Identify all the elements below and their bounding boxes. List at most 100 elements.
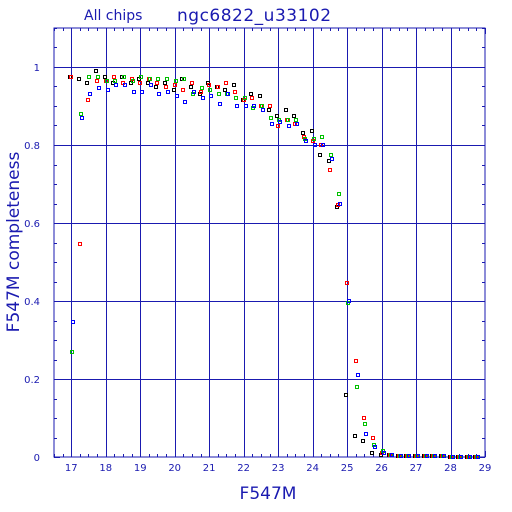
data-point <box>347 299 351 303</box>
field-id-label: ngc6822_u33102 <box>177 6 332 26</box>
x-tick-label: 23 <box>272 463 285 474</box>
data-point <box>451 455 455 459</box>
minor-ticks <box>54 28 486 458</box>
data-point <box>292 114 296 118</box>
data-point <box>301 131 305 135</box>
data-point <box>85 81 89 85</box>
data-point <box>353 434 357 438</box>
data-points <box>68 69 480 459</box>
data-point <box>287 124 291 128</box>
data-point <box>382 451 386 455</box>
data-point <box>105 79 109 83</box>
data-point <box>106 88 110 92</box>
x-tick-labels: 17 18 19 20 21 22 23 24 25 26 27 28 29 <box>65 463 491 474</box>
x-tick-label: 21 <box>203 463 216 474</box>
data-point <box>276 124 280 128</box>
data-point <box>86 98 90 102</box>
x-tick-label: 27 <box>410 463 423 474</box>
x-tick-label: 25 <box>341 463 354 474</box>
data-point <box>223 88 227 92</box>
data-point <box>249 92 253 96</box>
data-point <box>79 112 83 116</box>
data-point <box>140 90 144 94</box>
data-point <box>260 104 264 108</box>
series-3 <box>71 83 480 459</box>
data-point <box>354 359 358 363</box>
data-point <box>97 86 101 90</box>
data-point <box>329 153 333 157</box>
data-point <box>200 86 204 90</box>
data-point <box>399 454 403 458</box>
data-point <box>123 83 127 87</box>
data-point <box>199 90 203 94</box>
series-2 <box>70 75 479 459</box>
data-point <box>407 454 411 458</box>
data-point <box>157 92 161 96</box>
data-point <box>459 455 463 459</box>
x-tick-label: 19 <box>134 463 147 474</box>
data-point <box>320 135 324 139</box>
data-point <box>149 83 153 87</box>
data-point <box>468 455 472 459</box>
data-point <box>69 75 73 79</box>
data-point <box>321 143 325 147</box>
data-point <box>226 92 230 96</box>
data-point <box>77 77 81 81</box>
x-tick-label: 28 <box>444 463 457 474</box>
data-point <box>87 75 91 79</box>
data-point <box>318 153 322 157</box>
data-point <box>363 422 367 426</box>
y-tick-label: 0.8 <box>24 141 40 152</box>
x-tick-label: 26 <box>375 463 388 474</box>
data-point <box>330 157 334 161</box>
data-point <box>113 79 117 83</box>
data-point <box>268 104 272 108</box>
data-point <box>267 108 271 112</box>
data-point <box>164 85 168 89</box>
grid-lines <box>54 28 485 457</box>
data-point <box>338 202 342 206</box>
data-point <box>370 451 374 455</box>
data-point <box>172 88 176 92</box>
data-point <box>131 79 135 83</box>
data-point <box>234 96 238 100</box>
y-tick-label: 0.4 <box>24 297 40 308</box>
data-point <box>201 96 205 100</box>
data-point <box>166 90 170 94</box>
x-axis-label: F547M <box>240 484 297 504</box>
data-point <box>163 81 167 85</box>
series-0 <box>68 69 477 459</box>
data-point <box>252 104 256 108</box>
data-point <box>181 88 185 92</box>
data-point <box>78 242 82 246</box>
data-point <box>337 192 341 196</box>
data-point <box>355 385 359 389</box>
data-point <box>233 90 237 94</box>
data-point <box>286 118 290 122</box>
data-point <box>155 81 159 85</box>
data-point <box>243 96 247 100</box>
data-point <box>175 94 179 98</box>
data-point <box>345 281 349 285</box>
data-point <box>356 373 360 377</box>
data-point <box>269 116 273 120</box>
data-point <box>373 445 377 449</box>
x-tick-label: 29 <box>479 463 492 474</box>
data-point <box>95 79 99 83</box>
data-point <box>71 320 75 324</box>
y-tick-label: 0.2 <box>24 375 40 386</box>
data-point <box>173 83 177 87</box>
data-point <box>362 416 366 420</box>
data-point <box>284 108 288 112</box>
data-point <box>165 77 169 81</box>
data-point <box>103 75 107 79</box>
data-point <box>189 85 193 89</box>
chip-subset-label: All chips <box>84 8 142 24</box>
data-point <box>275 114 279 118</box>
y-axis-label: F547M completeness <box>4 152 24 333</box>
data-point <box>313 143 317 147</box>
data-point <box>208 88 212 92</box>
data-point <box>216 85 220 89</box>
x-tick-label: 18 <box>99 463 112 474</box>
data-point <box>244 104 248 108</box>
